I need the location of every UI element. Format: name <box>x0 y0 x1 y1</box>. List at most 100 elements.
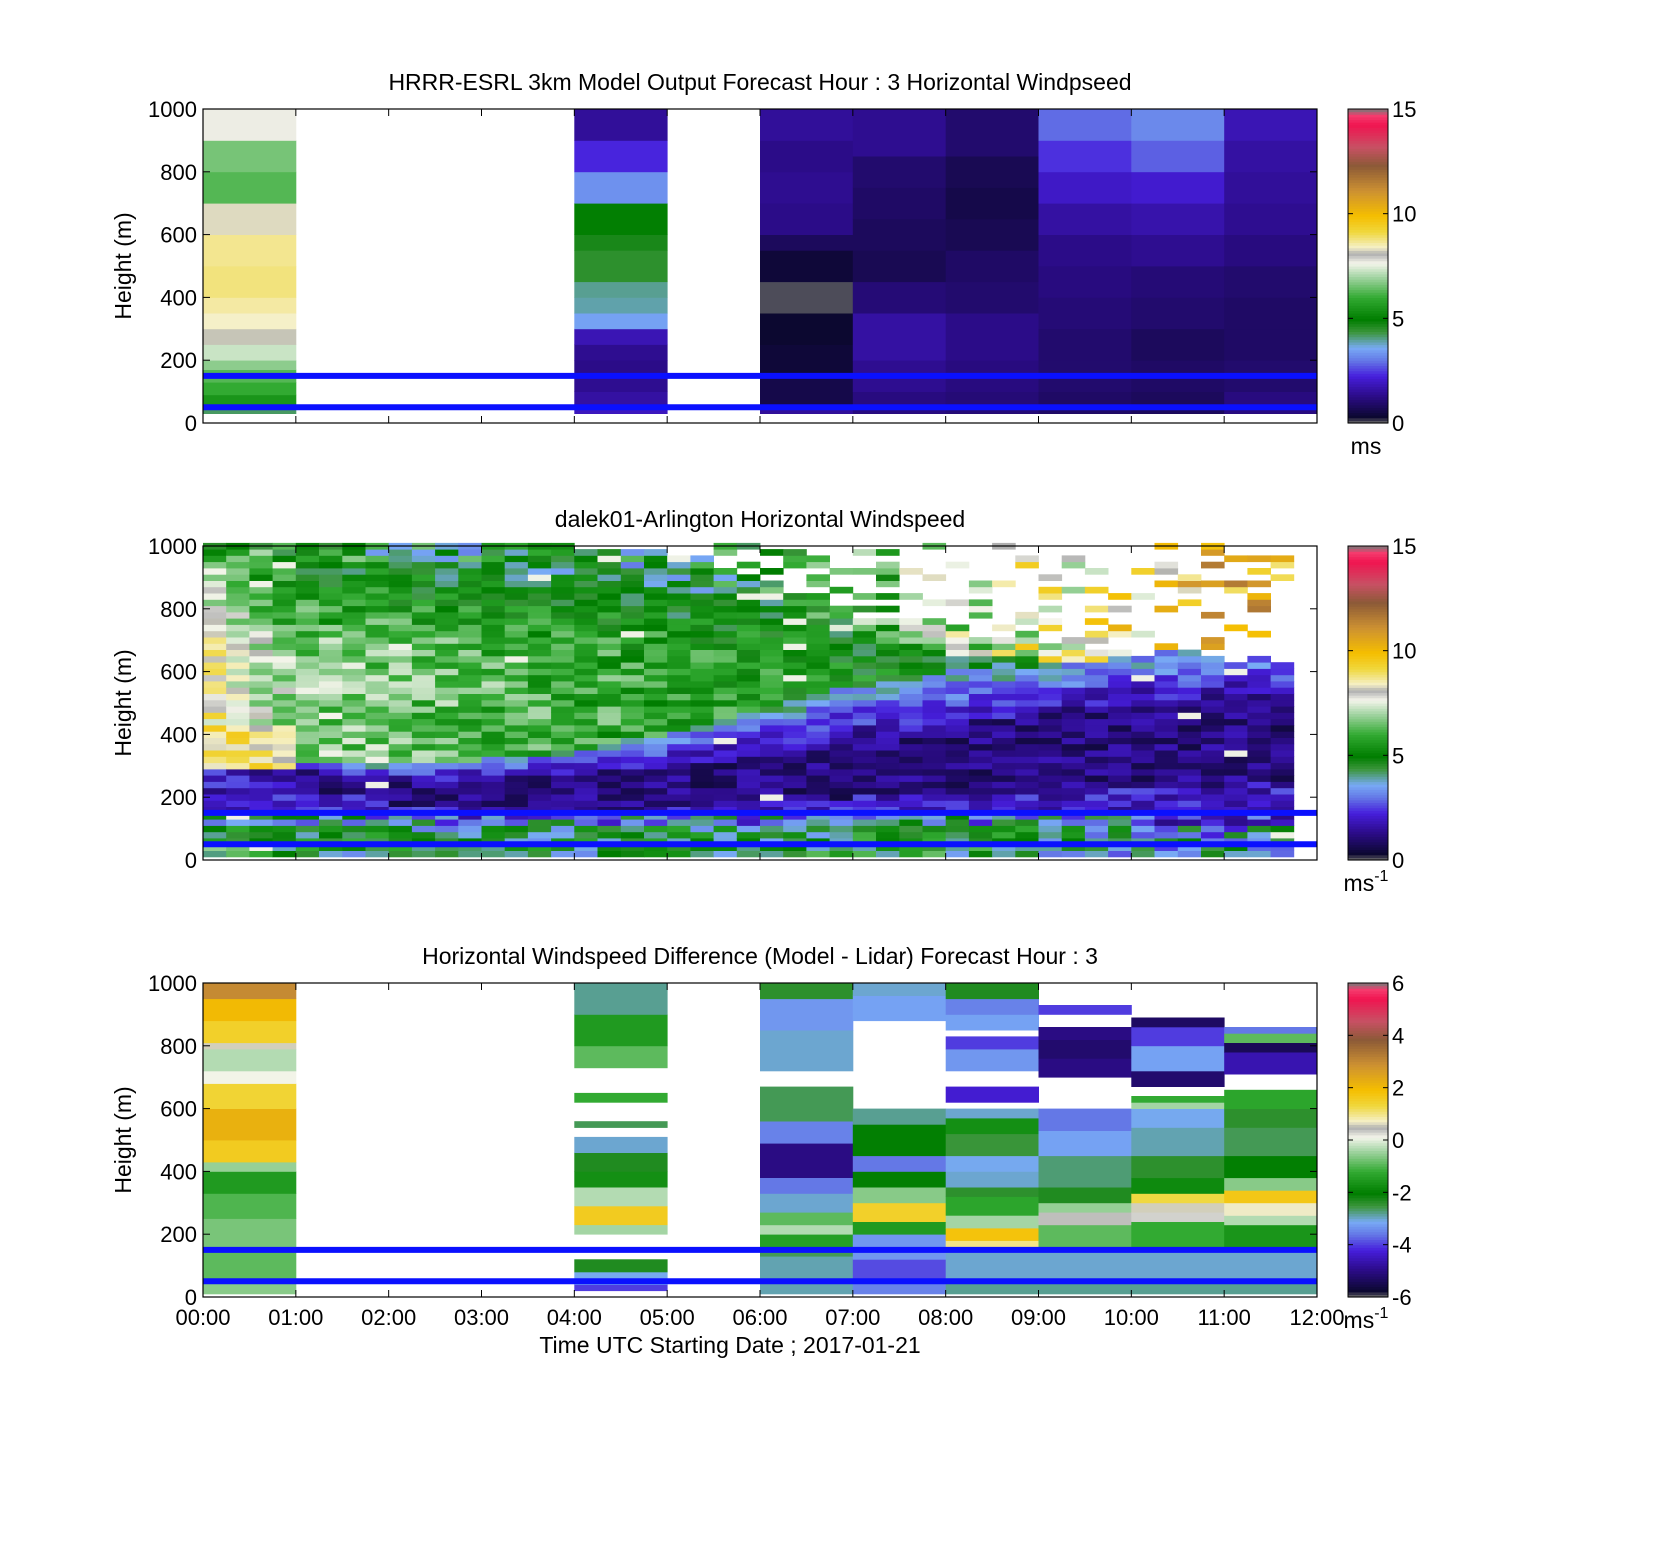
heatmap-cell <box>295 549 320 556</box>
heatmap-cell <box>411 637 436 644</box>
heatmap-cell <box>1270 800 1295 807</box>
heatmap-cell <box>504 819 529 826</box>
heatmap-cell <box>1247 568 1271 575</box>
heatmap-cell <box>481 599 506 607</box>
heatmap-cell <box>806 699 830 707</box>
heatmap-cell <box>876 718 900 726</box>
colorbar-segment <box>1348 546 1388 550</box>
heatmap-cell <box>922 599 947 607</box>
heatmap-cell <box>411 800 436 807</box>
heatmap-cell <box>574 1187 668 1207</box>
heatmap-cell <box>597 655 622 663</box>
heatmap-cell <box>272 750 297 757</box>
colorbar-segment <box>1348 239 1388 243</box>
heatmap-cell <box>226 775 250 782</box>
heatmap-cell <box>620 812 645 820</box>
heatmap-cell <box>876 831 900 839</box>
heatmap-cell <box>760 756 784 764</box>
colorbar-segment <box>1348 334 1388 338</box>
heatmap-cell <box>597 825 622 833</box>
heatmap-cell <box>713 762 738 770</box>
heatmap-cell <box>411 580 436 588</box>
heatmap-cell <box>435 725 459 732</box>
heatmap-cell <box>295 794 320 801</box>
heatmap-cell <box>226 555 250 563</box>
heatmap-cell <box>760 844 784 851</box>
heatmap-cell <box>736 718 761 726</box>
heatmap-cell <box>1131 706 1155 713</box>
heatmap-cell <box>272 668 297 676</box>
colorbar-segment <box>1348 758 1388 762</box>
heatmap-cell <box>365 599 390 607</box>
heatmap-cell <box>481 731 506 738</box>
heatmap-cell <box>644 605 668 613</box>
heatmap-cell <box>1177 687 1202 694</box>
heatmap-cell <box>435 718 459 726</box>
heatmap-cell <box>620 674 645 682</box>
heatmap-cell <box>968 825 993 833</box>
heatmap-cell <box>852 624 877 632</box>
heatmap-cell <box>922 781 947 789</box>
heatmap-cell <box>1224 668 1248 676</box>
heatmap-cell <box>736 580 761 588</box>
heatmap-cell <box>852 156 947 188</box>
heatmap-cell <box>504 637 529 644</box>
heatmap-cell <box>945 743 970 751</box>
heatmap-cell <box>551 643 575 650</box>
heatmap-cell <box>295 649 320 657</box>
heatmap-cell <box>1154 693 1179 701</box>
heatmap-cell <box>1154 768 1179 776</box>
heatmap-cell <box>411 762 436 770</box>
heatmap-cell <box>760 593 784 600</box>
heatmap-cell <box>806 655 830 663</box>
heatmap-cell <box>1015 781 1039 789</box>
colorbar-segment <box>1348 1045 1388 1049</box>
heatmap-cell <box>876 605 900 613</box>
heatmap-cell <box>968 687 993 694</box>
heatmap-cell <box>899 775 923 782</box>
heatmap-cell <box>342 831 366 839</box>
heatmap-cell <box>342 586 366 594</box>
heatmap-cell <box>992 712 1016 720</box>
heatmap-cell <box>992 756 1016 764</box>
heatmap-cell <box>1084 775 1109 782</box>
heatmap-cell <box>481 794 506 801</box>
heatmap-cell <box>272 586 297 594</box>
heatmap-cell <box>203 649 227 657</box>
heatmap-cell <box>272 574 297 581</box>
colorbar-segment <box>1348 1174 1388 1178</box>
heatmap-cell <box>388 743 413 751</box>
colorbar-segment <box>1348 370 1388 374</box>
heatmap-cell <box>365 643 390 650</box>
heatmap-cell <box>760 655 784 663</box>
heatmap-cell <box>852 699 877 707</box>
heatmap-cell <box>760 768 784 776</box>
heatmap-cell <box>1224 1215 1318 1226</box>
colorbar-segment <box>1348 352 1388 356</box>
heatmap-cell <box>1038 662 1063 669</box>
colorbar-segment <box>1348 224 1388 228</box>
heatmap-cell <box>249 599 273 607</box>
heatmap-cell <box>806 580 830 588</box>
colorbar-segment <box>1348 1121 1388 1125</box>
heatmap-cell <box>203 313 297 330</box>
heatmap-cell <box>388 693 413 701</box>
heatmap-cell <box>1061 781 1086 789</box>
heatmap-cell <box>435 756 459 764</box>
heatmap-cell <box>551 687 575 694</box>
heatmap-cell <box>226 649 250 657</box>
colorbar-segment <box>1348 580 1388 584</box>
colorbar-tick-label: -2 <box>1392 1180 1412 1205</box>
heatmap-cell <box>968 699 993 707</box>
heatmap-cell <box>388 637 413 644</box>
heatmap-cell <box>295 568 320 575</box>
heatmap-cell <box>783 649 807 657</box>
heatmap-cell <box>922 712 947 720</box>
colorbar-segment <box>1348 127 1388 131</box>
heatmap-cell <box>876 706 900 713</box>
heatmap-cell <box>203 618 227 625</box>
heatmap-cell <box>1201 637 1225 644</box>
colorbar-segment <box>1348 1202 1388 1206</box>
heatmap-cell <box>1247 844 1271 851</box>
heatmap-cell <box>713 549 738 556</box>
